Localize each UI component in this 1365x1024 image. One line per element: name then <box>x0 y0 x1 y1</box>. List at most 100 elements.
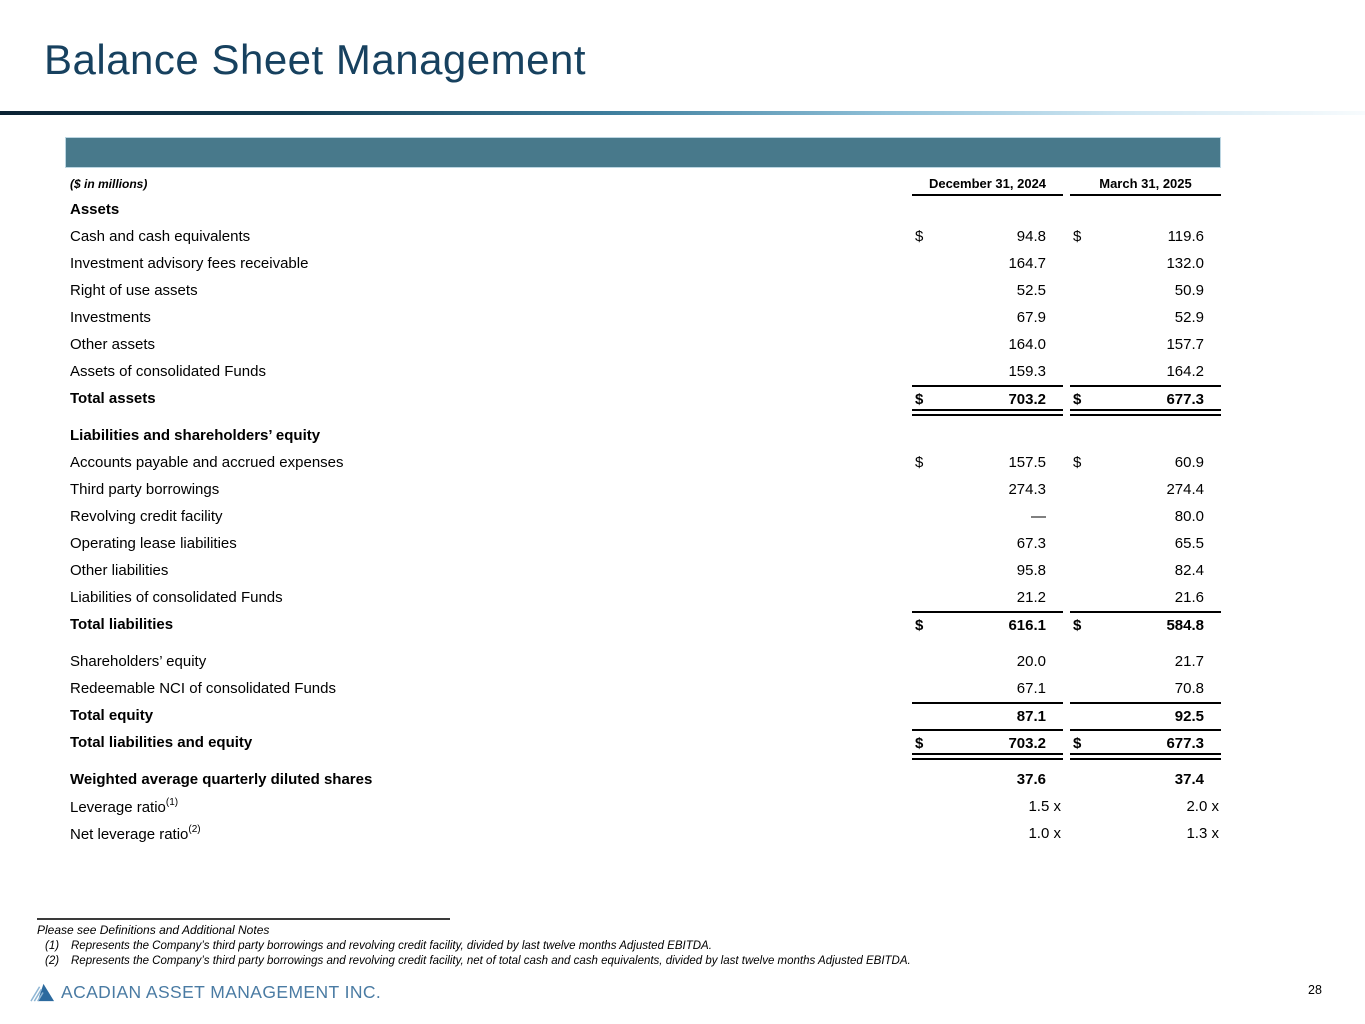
table-header-bar <box>65 137 1221 168</box>
value-cell-mar-2025: 1.3 x <box>1070 820 1221 847</box>
row-assets-consolidated-funds: Assets of consolidated Funds 159.3 164.2 <box>65 358 1221 385</box>
cell-value: 274.3 <box>1008 481 1046 498</box>
value-cell-dec-2024: 21.2 <box>912 584 1063 611</box>
page-title: Balance Sheet Management <box>44 36 587 83</box>
row-weighted-shares: Weighted average quarterly diluted share… <box>65 766 1221 793</box>
row-label: Liabilities and shareholders’ equity <box>70 427 321 444</box>
value-cell-mar-2025: 92.5 <box>1070 702 1221 729</box>
page-number: 28 <box>1308 983 1322 997</box>
row-label: Assets of consolidated Funds <box>70 363 266 380</box>
dollar-sign: $ <box>1073 735 1082 752</box>
row-label: Revolving credit facility <box>70 508 223 525</box>
value-cell-dec-2024: 67.9 <box>912 304 1063 331</box>
value-cell-dec-2024: — <box>912 503 1063 530</box>
value-cell-mar-2025: 82.4 <box>1070 557 1221 584</box>
value-cell-mar-2025: $677.3 <box>1070 729 1221 760</box>
dollar-sign: $ <box>1073 454 1082 471</box>
cell-value: 82.4 <box>1174 562 1204 579</box>
footnote-divider <box>37 918 450 920</box>
value-cell-dec-2024: 67.3 <box>912 530 1063 557</box>
row-total-equity: Total equity 87.1 92.5 <box>65 702 1221 729</box>
value-cell-mar-2025: 21.6 <box>1070 584 1221 611</box>
value-cell-mar-2025: 80.0 <box>1070 503 1221 530</box>
footnote-2-number: (2) <box>45 955 60 967</box>
row-total-liabilities-equity: Total liabilities and equity $703.2 $677.3 <box>65 729 1221 760</box>
footnote-1-text: Represents the Company’s third party bor… <box>71 940 712 952</box>
value-cell-dec-2024: $94.8 <box>912 223 1063 250</box>
cell-value: 67.1 <box>1016 680 1046 697</box>
value-cell-dec-2024: 1.0 x <box>912 820 1063 847</box>
cell-value: 1.5 x <box>1028 798 1061 815</box>
cell-value: 94.8 <box>1016 228 1046 245</box>
value-cell-mar-2025: 2.0 x <box>1070 793 1221 820</box>
row-label: Weighted average quarterly diluted share… <box>70 771 373 788</box>
dollar-sign: $ <box>1073 617 1082 634</box>
value-cell-mar-2025: 274.4 <box>1070 476 1221 503</box>
value-cell-dec-2024: $703.2 <box>912 385 1063 416</box>
value-cell-mar-2025: 21.7 <box>1070 648 1221 675</box>
cell-value: 164.7 <box>1008 255 1046 272</box>
cell-value: 159.3 <box>1008 363 1046 380</box>
row-label: Redeemable NCI of consolidated Funds <box>70 680 336 697</box>
cell-value: 87.1 <box>1016 708 1046 725</box>
footnote-2: (2) Represents the Company’s third party … <box>37 955 1137 967</box>
cell-value: 21.6 <box>1174 589 1204 606</box>
dollar-sign: $ <box>915 391 924 408</box>
value-cell-mar-2025: 70.8 <box>1070 675 1221 702</box>
cell-value: 20.0 <box>1016 653 1046 670</box>
dollar-sign: $ <box>915 735 924 752</box>
value-cell-dec-2024: 87.1 <box>912 702 1063 729</box>
value-cell-dec-2024: 159.3 <box>912 358 1063 385</box>
cell-value: 157.5 <box>1008 454 1046 471</box>
cell-value: 37.6 <box>1016 771 1046 788</box>
dollar-sign: $ <box>1073 228 1082 245</box>
dollar-sign: $ <box>915 228 924 245</box>
acadian-mountain-icon <box>30 983 55 1002</box>
balance-sheet-table: ($ in millions) December 31, 2024 March … <box>65 137 1221 847</box>
footnote-2-text: Represents the Company’s third party bor… <box>71 955 911 967</box>
table-column-headers: ($ in millions) December 31, 2024 March … <box>65 168 1221 196</box>
value-cell-dec-2024: 20.0 <box>912 648 1063 675</box>
value-cell-mar-2025: $677.3 <box>1070 385 1221 416</box>
value-cell-mar-2025: $119.6 <box>1070 223 1221 250</box>
row-label: Total liabilities and equity <box>70 734 253 751</box>
row-label: Operating lease liabilities <box>70 535 237 552</box>
cell-value: 92.5 <box>1174 708 1204 725</box>
cell-value: 80.0 <box>1174 508 1204 525</box>
company-logo: ACADIAN ASSET MANAGEMENT INC. <box>30 982 381 1003</box>
value-cell-dec-2024: 52.5 <box>912 277 1063 304</box>
value-cell-dec-2024: 164.7 <box>912 250 1063 277</box>
cell-value: 119.6 <box>1167 228 1204 245</box>
row-right-of-use: Right of use assets 52.5 50.9 <box>65 277 1221 304</box>
cell-value: 60.9 <box>1174 454 1204 471</box>
row-label: Investments <box>70 309 151 326</box>
value-cell-dec-2024: 1.5 x <box>912 793 1063 820</box>
row-label: Total liabilities <box>70 616 174 633</box>
row-label: Investment advisory fees receivable <box>70 255 309 272</box>
row-label: Net leverage ratio(2) <box>70 823 201 843</box>
value-cell-dec-2024: 164.0 <box>912 331 1063 358</box>
row-label: Liabilities of consolidated Funds <box>70 589 283 606</box>
cell-value: 677.3 <box>1166 735 1204 752</box>
cell-value: 677.3 <box>1166 391 1204 408</box>
row-label: Leverage ratio(1) <box>70 796 179 816</box>
cell-value: 67.9 <box>1016 309 1046 326</box>
row-label: Accounts payable and accrued expenses <box>70 454 344 471</box>
cell-value: 67.3 <box>1016 535 1046 552</box>
value-cell-mar-2025: 132.0 <box>1070 250 1221 277</box>
value-cell-dec-2024 <box>912 196 1063 223</box>
row-label: Third party borrowings <box>70 481 220 498</box>
row-label: Right of use assets <box>70 282 198 299</box>
cell-value: 703.2 <box>1008 391 1046 408</box>
footnote-1: (1) Represents the Company’s third party … <box>37 940 1137 952</box>
value-cell-mar-2025: $60.9 <box>1070 449 1221 476</box>
footnote-intro: Please see Definitions and Additional No… <box>37 923 270 937</box>
units-label: ($ in millions) <box>70 177 148 191</box>
value-cell-mar-2025: 52.9 <box>1070 304 1221 331</box>
value-cell-mar-2025: $584.8 <box>1070 611 1221 638</box>
value-cell-mar-2025: 37.4 <box>1070 766 1221 793</box>
value-cell-dec-2024: 67.1 <box>912 675 1063 702</box>
row-total-assets: Total assets $703.2 $677.3 <box>65 385 1221 416</box>
row-cash: Cash and cash equivalents $94.8 $119.6 <box>65 223 1221 250</box>
